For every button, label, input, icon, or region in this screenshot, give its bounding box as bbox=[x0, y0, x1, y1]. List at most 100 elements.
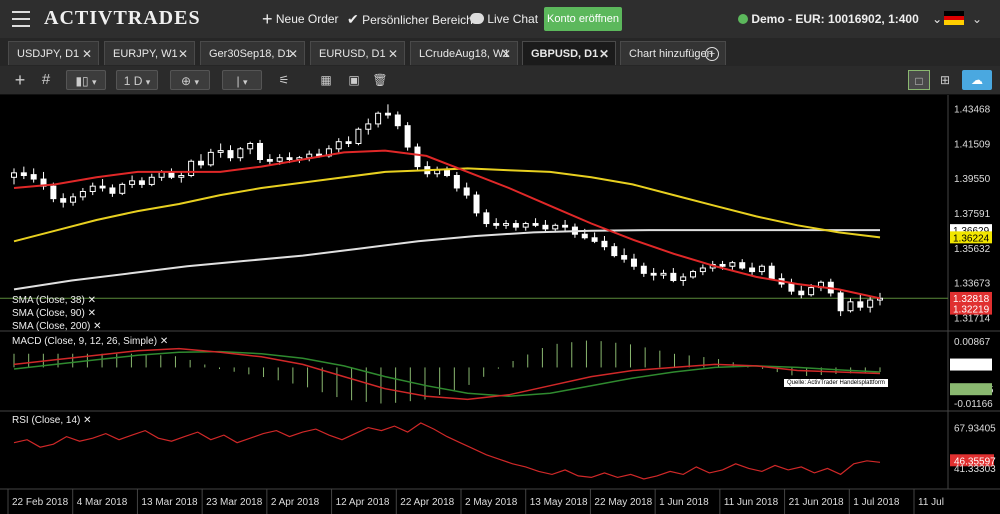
candle-up bbox=[503, 223, 510, 226]
tab-lcrude[interactable]: LCrudeAug18, W1 ✕ bbox=[410, 41, 518, 65]
chart-type-selector[interactable]: ▮▯ ▾ bbox=[66, 70, 106, 90]
close-icon[interactable]: ✕ bbox=[159, 336, 169, 347]
macd-pane bbox=[13, 340, 881, 404]
price-axis-label: 1.31714 bbox=[954, 314, 991, 325]
live-chat-button[interactable]: Live Chat bbox=[470, 0, 538, 38]
date-axis-label: 13 May 2018 bbox=[530, 497, 588, 508]
candle-up bbox=[758, 265, 765, 273]
line-tool-icon: | bbox=[236, 74, 240, 88]
plus-icon: + bbox=[262, 9, 273, 29]
close-icon[interactable]: ✕ bbox=[93, 321, 102, 332]
candle-down bbox=[286, 157, 293, 160]
add-chart-tab[interactable]: Chart hinzufügen + bbox=[620, 41, 726, 65]
price-axis-label: 1.39550 bbox=[954, 174, 991, 185]
candle-down bbox=[50, 185, 57, 200]
chart-tabs: USDJPY, D1 ✕ EURJPY, W1 ✕ Ger30Sep18, D1 ✕ … bbox=[0, 38, 1000, 66]
crosshair-icon[interactable]: + bbox=[14, 70, 26, 90]
close-icon[interactable]: ✕ bbox=[83, 415, 92, 426]
sma-90-label[interactable]: SMA (Close, 90) ✕ bbox=[12, 308, 96, 319]
candle-down bbox=[483, 212, 490, 225]
fibonacci-icon[interactable]: ⚟ bbox=[278, 73, 290, 87]
language-flag-icon[interactable] bbox=[944, 11, 964, 25]
checkmark-icon: ✔ bbox=[347, 11, 359, 27]
candle-down bbox=[493, 223, 500, 226]
new-order-button[interactable]: + Neue Order bbox=[262, 0, 339, 38]
grid-icon[interactable]: # bbox=[41, 71, 51, 88]
candle-down bbox=[749, 267, 756, 273]
close-icon[interactable]: ✕ bbox=[387, 47, 398, 61]
candle-down bbox=[384, 112, 391, 116]
sma-38-line bbox=[13, 149, 881, 300]
price-badge bbox=[950, 302, 992, 315]
templates-icon[interactable]: ▦ bbox=[320, 73, 332, 87]
hamburger-menu-icon[interactable] bbox=[12, 11, 30, 27]
close-icon[interactable]: ✕ bbox=[500, 47, 511, 61]
candle-up bbox=[355, 128, 362, 144]
candle-up bbox=[217, 150, 224, 153]
add-circle-icon: + bbox=[705, 47, 719, 61]
candle-down bbox=[257, 142, 264, 160]
tab-usdjpy[interactable]: USDJPY, D1 ✕ bbox=[8, 41, 99, 65]
rsi-label[interactable]: RSI (Close, 14) ✕ bbox=[12, 415, 92, 426]
close-icon[interactable]: ✕ bbox=[81, 47, 92, 61]
sma-200-label[interactable]: SMA (Close, 200) ✕ bbox=[12, 321, 102, 332]
tab-eurjpy[interactable]: EURJPY, W1 ✕ bbox=[104, 41, 195, 65]
candle-down bbox=[719, 263, 726, 267]
date-axis-label: 11 Jun 2018 bbox=[724, 497, 779, 508]
candle-up bbox=[276, 157, 283, 162]
candle-up bbox=[522, 223, 529, 228]
date-axis-label: 12 Apr 2018 bbox=[336, 497, 390, 508]
timeframe-selector[interactable]: 1 D ▾ bbox=[116, 70, 158, 90]
chevron-down-icon: ▾ bbox=[145, 77, 151, 87]
sma-38-label[interactable]: SMA (Close, 38) ✕ bbox=[12, 295, 96, 306]
close-icon[interactable]: ✕ bbox=[177, 47, 188, 61]
cloud-icon[interactable]: ☁ bbox=[962, 70, 992, 90]
close-icon[interactable]: ✕ bbox=[87, 308, 96, 319]
single-layout-icon[interactable]: □ bbox=[908, 70, 930, 90]
brand-logo: ACTIVTRADES bbox=[44, 7, 201, 29]
candle-down bbox=[138, 180, 145, 185]
tab-ger30[interactable]: Ger30Sep18, D1 ✕ bbox=[200, 41, 305, 65]
candle-down bbox=[650, 272, 657, 276]
candle-down bbox=[621, 255, 628, 260]
language-chevron-icon[interactable]: ⌄ bbox=[972, 12, 983, 26]
drawing-tool-selector[interactable]: | ▾ bbox=[222, 70, 262, 90]
sma-90-text: SMA (Close, 90) bbox=[12, 308, 85, 319]
tab-eurusd[interactable]: EURUSD, D1 ✕ bbox=[310, 41, 405, 65]
sma-200-text: SMA (Close, 200) bbox=[12, 321, 91, 332]
candle-up bbox=[129, 180, 136, 185]
candle-down bbox=[532, 223, 539, 226]
tab-gbpusd[interactable]: GBPUSD, D1 ✕ bbox=[522, 41, 616, 65]
open-account-button[interactable]: Konto eröffnen bbox=[544, 7, 622, 31]
candle-up bbox=[847, 301, 854, 312]
timeframe-label: 1 D bbox=[123, 74, 143, 88]
screenshot-icon[interactable]: ▣ bbox=[348, 73, 360, 87]
macd-label[interactable]: MACD (Close, 9, 12, 26, Simple) ✕ bbox=[12, 336, 168, 347]
chevron-down-icon: ▾ bbox=[242, 77, 248, 87]
date-axis-label: 1 Jun 2018 bbox=[659, 497, 709, 508]
candlestick-icon: ▮▯ bbox=[75, 74, 89, 88]
date-axis-label: 22 May 2018 bbox=[594, 497, 652, 508]
candle-down bbox=[197, 160, 204, 166]
rsi-axis-label: 41.33303 bbox=[954, 464, 996, 475]
trash-icon[interactable]: 🗑 bbox=[372, 73, 388, 87]
close-icon[interactable]: ✕ bbox=[287, 47, 298, 61]
chevron-down-icon: ▾ bbox=[194, 77, 199, 87]
personal-area-button[interactable]: ✔ Persönlicher Bereich bbox=[347, 0, 473, 38]
close-icon[interactable]: ✕ bbox=[87, 295, 96, 306]
add-indicator-button[interactable]: ⊕ ▾ bbox=[170, 70, 210, 90]
candle-down bbox=[404, 125, 411, 148]
candle-down bbox=[99, 185, 106, 189]
candle-up bbox=[365, 123, 372, 130]
account-selector[interactable]: Demo - EUR: 10016902, 1:400 ⌄ bbox=[738, 0, 942, 38]
split-layout-icon[interactable]: ⊞ bbox=[939, 73, 951, 87]
candle-down bbox=[345, 141, 352, 144]
candle-up bbox=[79, 191, 86, 198]
rsi-text: RSI (Close, 14) bbox=[12, 415, 81, 426]
price-axis-label: 1.43468 bbox=[954, 104, 991, 115]
price-badge bbox=[950, 231, 992, 244]
close-icon[interactable]: ✕ bbox=[598, 47, 609, 61]
add-chart-label: Chart hinzufügen bbox=[629, 48, 713, 60]
candle-up bbox=[70, 196, 77, 203]
price-chart[interactable]: 1.43468 1.41509 1.39550 1.37591 1.35632 1.336… bbox=[0, 95, 1000, 514]
